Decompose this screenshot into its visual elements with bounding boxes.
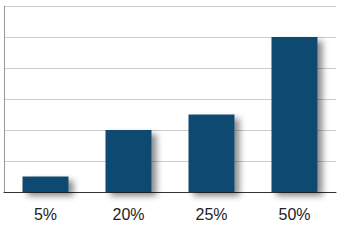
- svg-text:50%: 50%: [278, 206, 310, 223]
- svg-text:25%: 25%: [195, 206, 227, 223]
- svg-text:5%: 5%: [34, 206, 57, 223]
- svg-text:20%: 20%: [112, 206, 144, 223]
